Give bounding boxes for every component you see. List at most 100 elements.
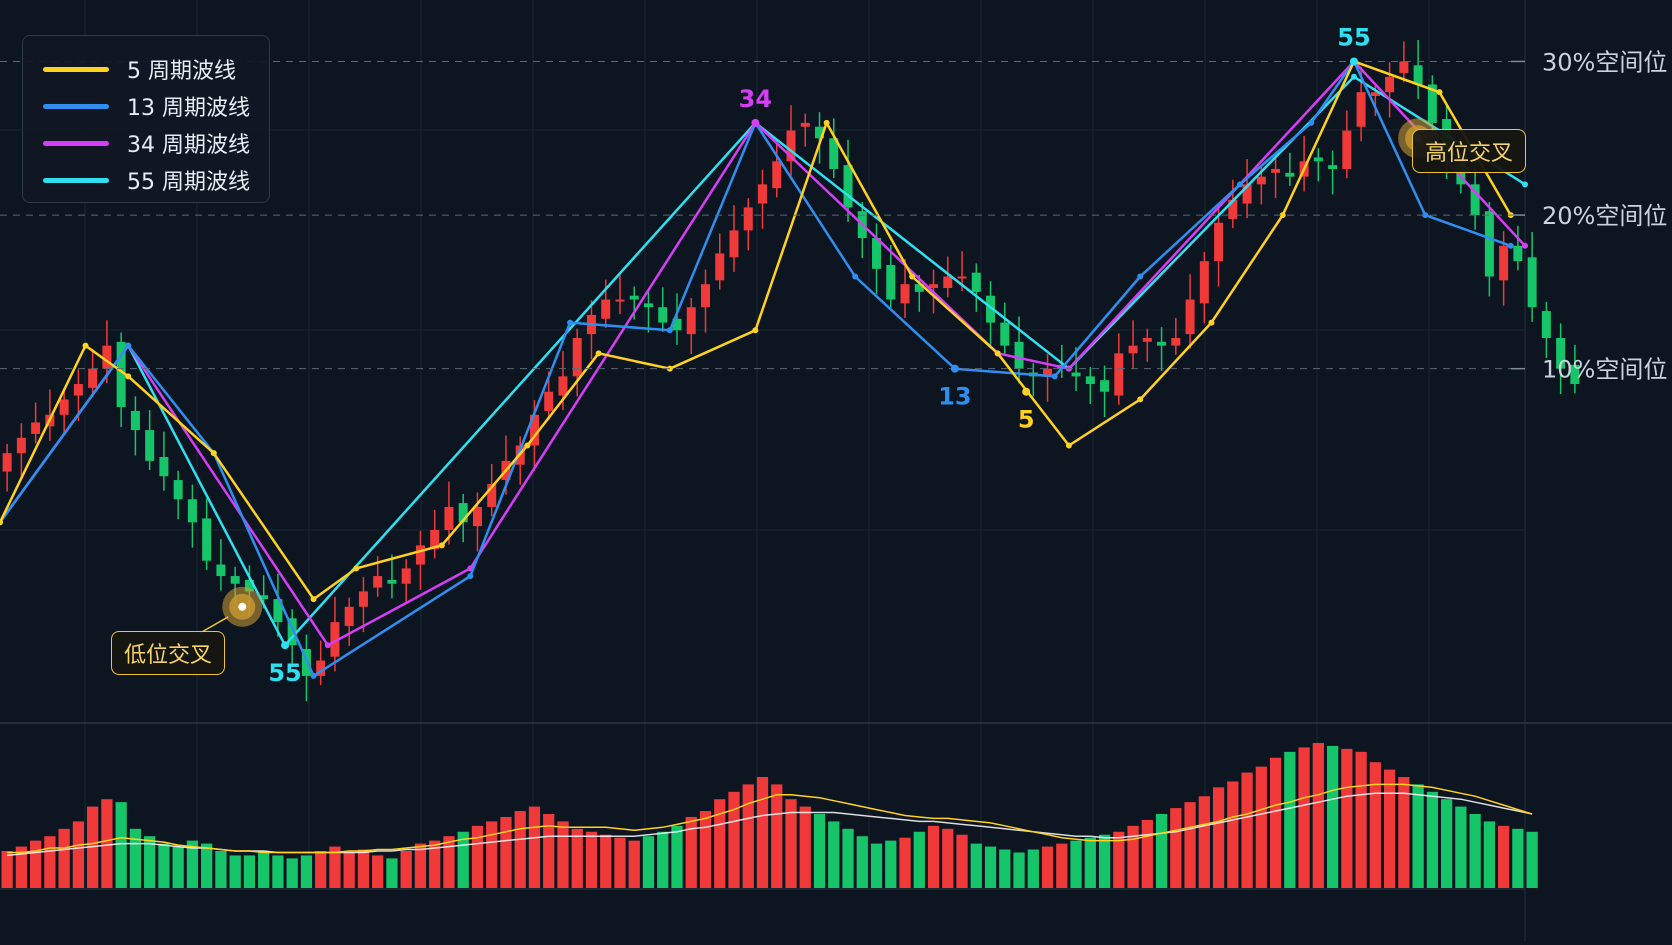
candle-body bbox=[1513, 245, 1523, 262]
volume-bar bbox=[486, 821, 498, 888]
volume-bar bbox=[1227, 781, 1239, 888]
candle-body bbox=[1527, 257, 1537, 308]
volume-bar bbox=[1398, 777, 1410, 888]
candle-body bbox=[1370, 92, 1380, 97]
pivot-dot bbox=[1022, 387, 1031, 396]
volume-bar bbox=[642, 836, 655, 888]
zigzag-node bbox=[0, 519, 3, 526]
volume-bar bbox=[1184, 802, 1196, 888]
volume-bar bbox=[1, 851, 13, 888]
volume-bar bbox=[258, 851, 270, 888]
candle-body bbox=[2, 453, 12, 472]
volume-bar bbox=[1426, 791, 1438, 888]
candle-body bbox=[1570, 364, 1580, 385]
volume-bar bbox=[1170, 808, 1182, 888]
zigzag-node bbox=[909, 273, 916, 280]
volume-bar bbox=[357, 849, 370, 888]
zigzag-node bbox=[1522, 181, 1528, 188]
candle-body bbox=[629, 295, 639, 300]
legend-item-55: 55 周期波线 bbox=[43, 165, 250, 195]
volume-ma-fast bbox=[7, 783, 1533, 854]
pivot-dot bbox=[281, 641, 290, 650]
candle-body bbox=[1271, 168, 1281, 173]
pivot-label: 55 bbox=[268, 659, 301, 687]
volume-bar bbox=[414, 843, 427, 888]
volume-bar bbox=[1383, 769, 1396, 888]
candle-body bbox=[1114, 353, 1124, 396]
candle-body bbox=[330, 622, 340, 657]
volume-bar bbox=[144, 836, 156, 888]
legend-item-5: 5 周期波线 bbox=[43, 54, 236, 84]
candle-body bbox=[1043, 368, 1053, 377]
candle-body bbox=[1242, 184, 1252, 204]
pivot-dot bbox=[950, 364, 959, 373]
volume-bar bbox=[457, 831, 469, 888]
level-label: 20%空间位 bbox=[1542, 202, 1667, 230]
pivot-label: 5 bbox=[1018, 406, 1035, 434]
zigzag-node bbox=[1137, 273, 1144, 280]
candle-body bbox=[914, 284, 924, 292]
candle-body bbox=[1413, 65, 1423, 85]
volume-bar bbox=[1298, 747, 1310, 888]
volume-bar bbox=[172, 846, 184, 888]
candle-body bbox=[986, 295, 996, 323]
candle-body bbox=[1071, 372, 1081, 377]
candle-body bbox=[216, 564, 226, 577]
volume-bar bbox=[429, 840, 441, 888]
volume-bar bbox=[927, 825, 940, 888]
volume-bar bbox=[1440, 799, 1453, 888]
volume-bar bbox=[557, 821, 569, 888]
legend-label-13: 13 周期波线 bbox=[127, 96, 250, 121]
volume-bar bbox=[699, 811, 712, 888]
candle-body bbox=[487, 483, 497, 507]
volume-bar bbox=[1341, 748, 1353, 888]
candle-body bbox=[287, 618, 297, 646]
volume-bar bbox=[1326, 745, 1339, 888]
volume-bar bbox=[272, 855, 284, 888]
volume-bar bbox=[186, 840, 199, 888]
candle-body bbox=[1142, 337, 1152, 342]
candle-body bbox=[700, 284, 710, 308]
volume-bar bbox=[1255, 766, 1267, 888]
volume-bar bbox=[101, 799, 113, 888]
candle-body bbox=[316, 660, 326, 676]
candle-body bbox=[102, 345, 112, 369]
zigzag-node bbox=[310, 672, 317, 679]
level-label: 10%空间位 bbox=[1542, 356, 1667, 384]
volume-bar bbox=[286, 858, 298, 888]
volume-ma-slow bbox=[7, 792, 1533, 857]
candle-body bbox=[1228, 199, 1238, 219]
candle-body bbox=[1342, 130, 1352, 169]
candle-body bbox=[1185, 299, 1195, 335]
candle-body bbox=[715, 253, 725, 281]
candle-body bbox=[971, 272, 981, 292]
volume-bar bbox=[1212, 787, 1225, 888]
pivot-dot bbox=[751, 118, 760, 127]
volume-bar bbox=[1483, 821, 1495, 888]
zigzag-node bbox=[1436, 89, 1443, 96]
volume-bar bbox=[1312, 742, 1324, 888]
legend-item-34: 34 周期波线 bbox=[43, 128, 250, 158]
volume-bar bbox=[628, 840, 640, 888]
zigzag-node bbox=[438, 542, 445, 549]
candle-body bbox=[1171, 337, 1181, 346]
volume-bar bbox=[685, 816, 697, 888]
candle-body bbox=[529, 414, 539, 446]
candle-body bbox=[658, 307, 668, 323]
candle-body bbox=[886, 264, 896, 300]
candle-body bbox=[1399, 61, 1409, 73]
candle-body bbox=[1214, 222, 1224, 262]
volume-bar bbox=[514, 811, 526, 888]
volume-bar bbox=[215, 851, 227, 888]
low-cross-pointer bbox=[199, 616, 229, 634]
zigzag-node bbox=[823, 119, 830, 126]
volume-bar bbox=[813, 814, 826, 888]
zigzag-node bbox=[524, 442, 531, 449]
candle-body bbox=[900, 284, 910, 304]
volume-bar bbox=[956, 834, 968, 888]
volume-bar bbox=[243, 855, 256, 888]
candle-body bbox=[1541, 311, 1551, 338]
zigzag-node bbox=[666, 327, 673, 334]
